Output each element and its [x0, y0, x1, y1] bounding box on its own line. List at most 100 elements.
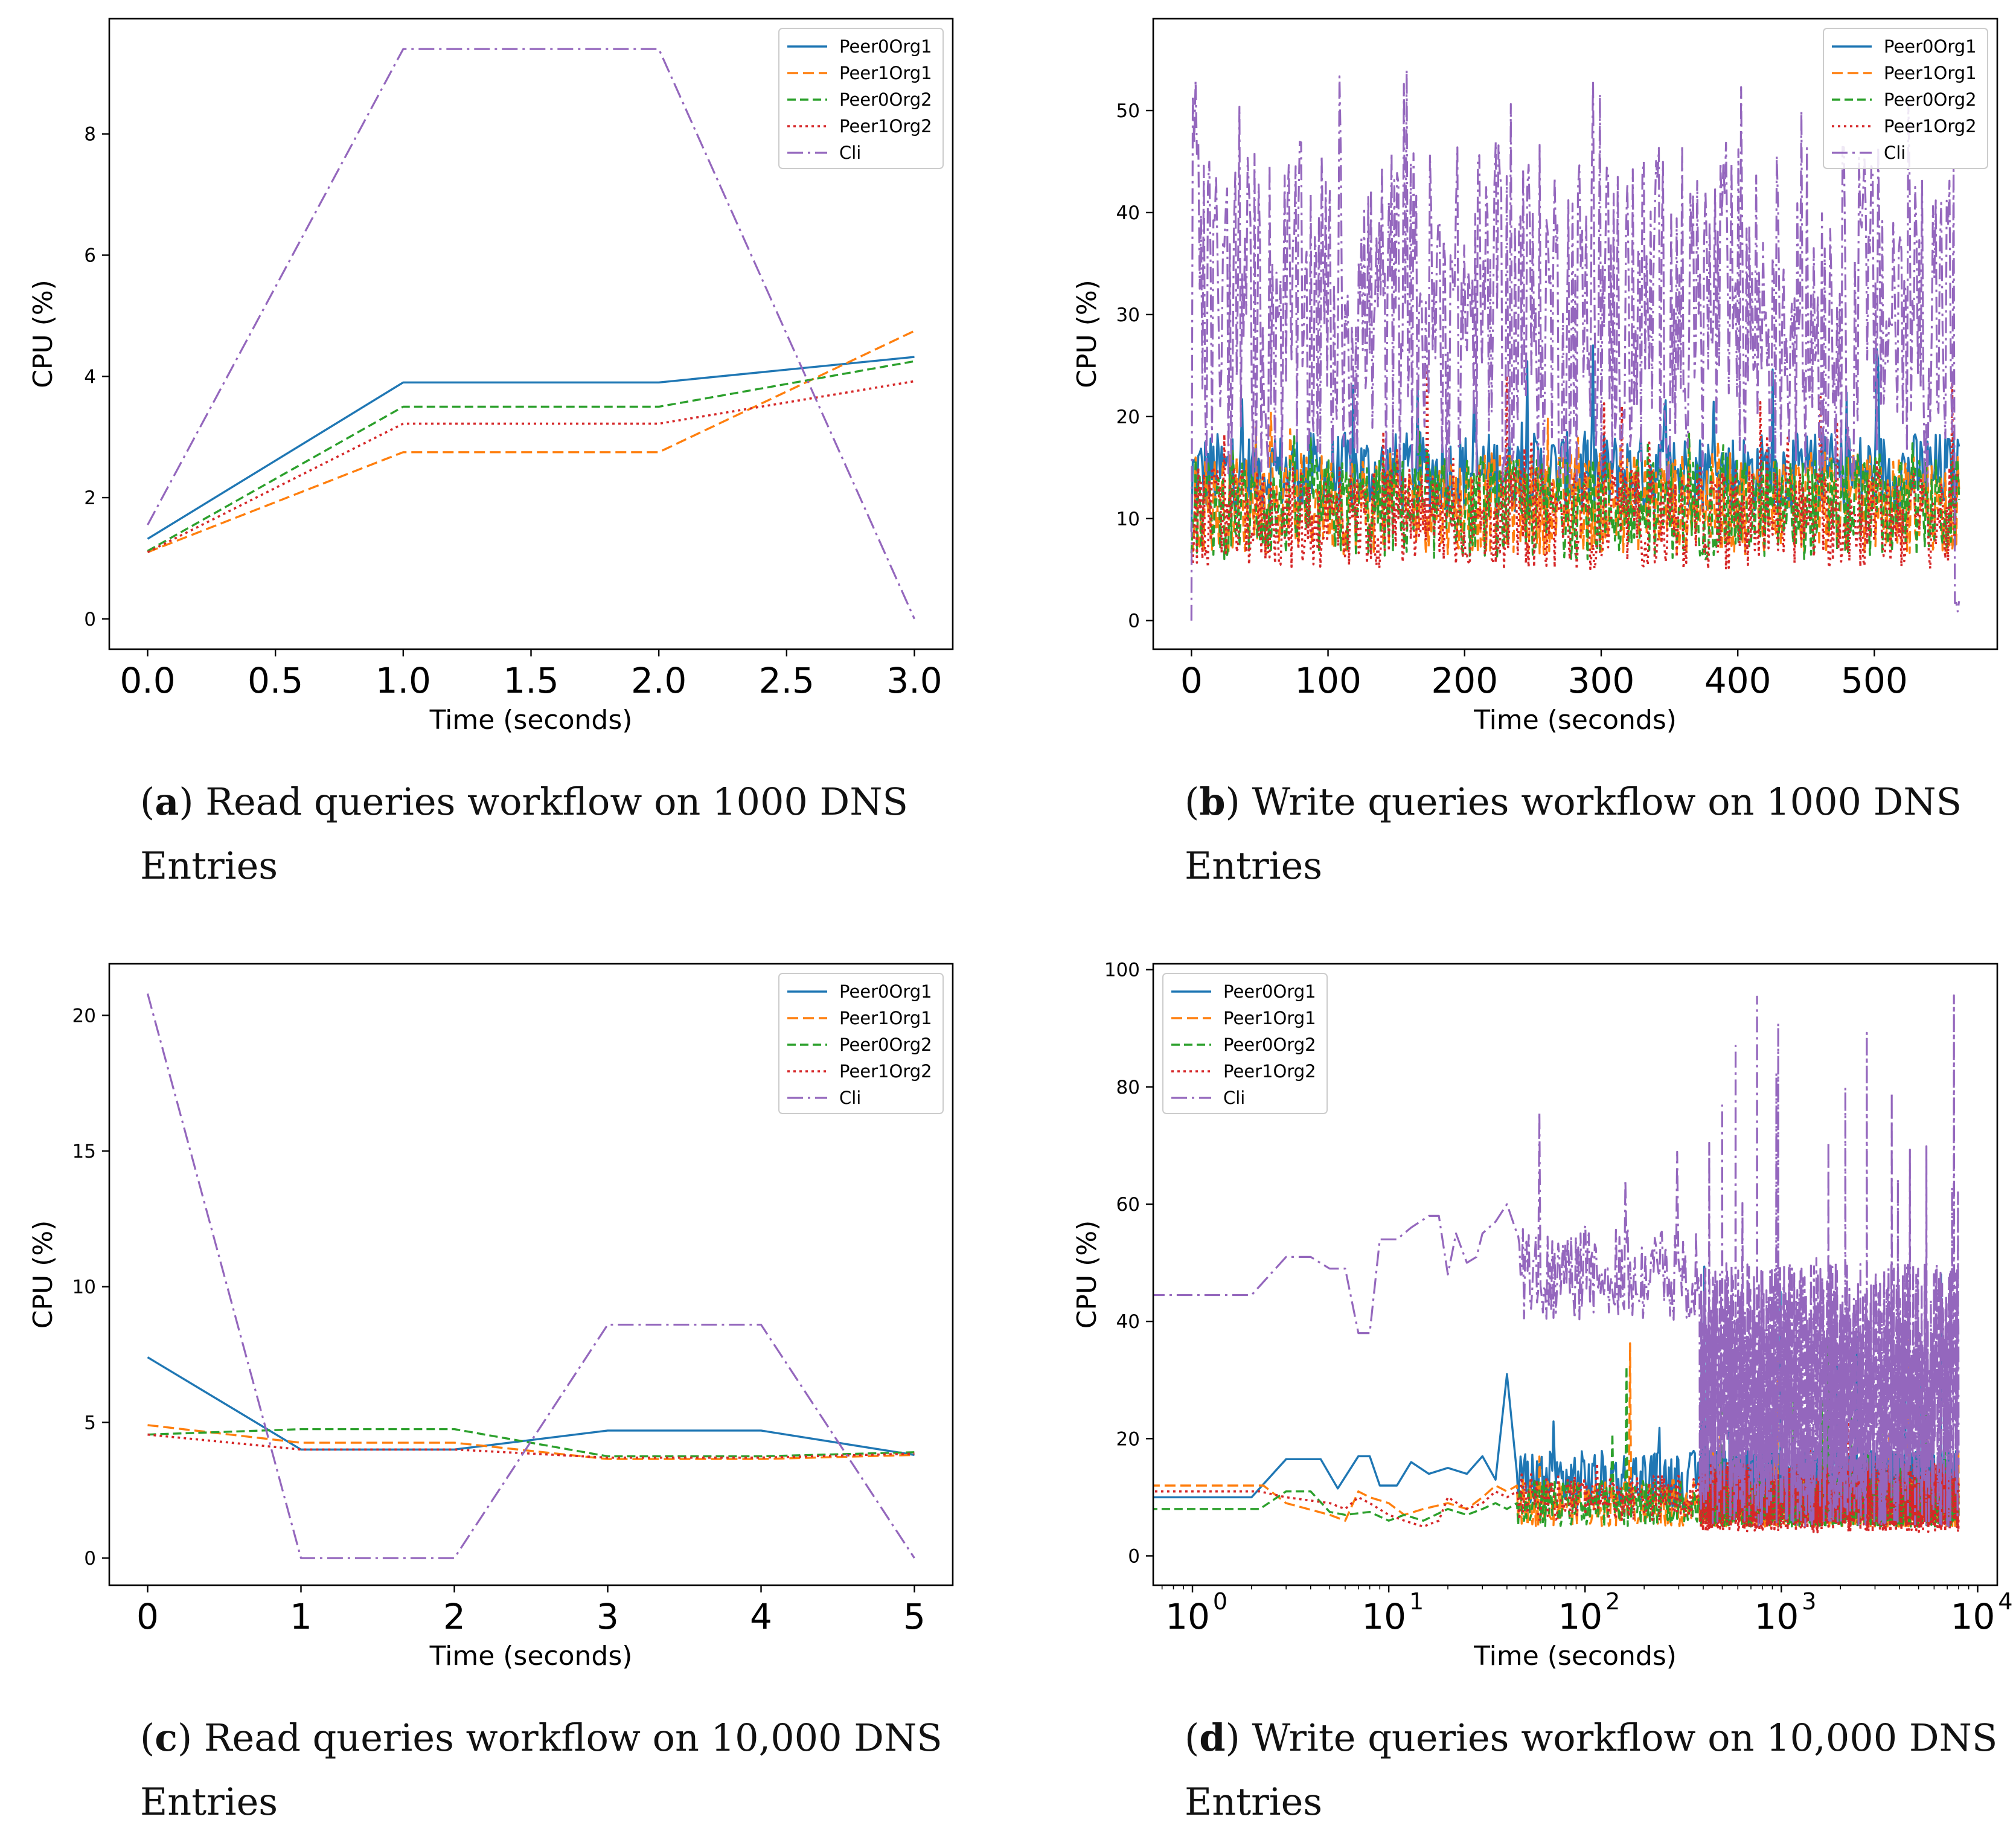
- series-line-cli: [147, 48, 915, 620]
- legend: Peer0Org1 Peer1Org1 Peer0Org2 Peer1Org2 Cli: [1823, 28, 1988, 169]
- legend-entry: Peer0Org1: [839, 36, 932, 57]
- legend-entry: Peer0Org2: [839, 89, 932, 110]
- series-group: [1153, 994, 1960, 1534]
- x-tick-label: 10: [1754, 1596, 1799, 1637]
- x-axis-label: Time (seconds): [429, 705, 633, 736]
- x-tick-label: 2.0: [631, 660, 686, 701]
- legend-entry: Cli: [839, 143, 861, 163]
- legend-entry: Peer1Org2: [1884, 116, 1977, 136]
- x-tick-label: 1: [290, 1596, 312, 1637]
- legend: Peer0Org1 Peer1Org1 Peer0Org2 Peer1Org2 Cli: [1162, 973, 1328, 1114]
- x-tick-label: 3.0: [886, 660, 942, 701]
- series-line-peer1org1: [147, 330, 915, 553]
- series-line-peer0org2: [1190, 429, 1960, 560]
- x-tick-label: 200: [1431, 660, 1498, 701]
- x-tick-label: 5: [903, 1596, 926, 1637]
- x-tick-label: 0: [1180, 660, 1203, 701]
- series-line-peer1org2: [147, 1433, 915, 1459]
- caption-d: (d) Write queries workflow on 10,000 DNS…: [1185, 1716, 1998, 1824]
- series-line-peer0org1: [147, 1356, 915, 1456]
- y-tick-label: 0: [1128, 611, 1140, 632]
- y-tick-label: 5: [84, 1412, 96, 1434]
- legend-box: [778, 973, 944, 1114]
- legend-entry: Peer1Org1: [839, 1008, 932, 1028]
- x-tick-label: 3: [597, 1596, 619, 1637]
- legend-entry: Peer1Org2: [839, 116, 932, 136]
- y-axis-label: CPU (%): [28, 280, 59, 388]
- legend-entry: Peer0Org1: [839, 981, 932, 1002]
- series-line-peer1org2: [1190, 362, 1960, 571]
- series-group: [146, 993, 915, 1559]
- series-line-peer1org2: [147, 380, 915, 554]
- x-tick-label: 10: [1951, 1596, 1995, 1637]
- legend-entry: Peer1Org2: [839, 1061, 932, 1082]
- legend-entry: Cli: [839, 1088, 861, 1108]
- series-group: [147, 48, 915, 620]
- legend-entry: Peer1Org1: [1884, 63, 1977, 83]
- y-tick-label: 15: [72, 1141, 96, 1162]
- y-tick-label: 0: [1128, 1545, 1140, 1567]
- legend-entry: Cli: [1884, 143, 1906, 163]
- x-tick-label: 0: [136, 1596, 159, 1637]
- x-tick-label: 2.5: [759, 660, 814, 701]
- x-tick-exponent: 0: [1213, 1588, 1227, 1615]
- legend-entry: Peer0Org2: [839, 1034, 932, 1055]
- series-line-peer1org1: [147, 1424, 915, 1460]
- y-tick-label: 10: [72, 1277, 96, 1298]
- x-axis-label: Time (seconds): [429, 1641, 633, 1672]
- legend-box: [1823, 28, 1988, 169]
- caption-b: (b) Write queries workflow on 1000 DNS E…: [1185, 780, 1962, 888]
- x-tick-label: 500: [1841, 660, 1908, 701]
- x-tick-exponent: 2: [1605, 1588, 1620, 1615]
- y-tick-label: 0: [84, 1548, 96, 1569]
- y-tick-label: 6: [84, 245, 96, 267]
- y-tick-label: 40: [1116, 1311, 1140, 1333]
- series-line-peer0org1: [147, 356, 915, 540]
- caption-a: (a) Read queries workflow on 1000 DNS En…: [140, 780, 908, 888]
- legend-entry: Peer0Org2: [1884, 89, 1977, 110]
- legend-entry: Peer0Org1: [1223, 981, 1316, 1002]
- x-tick-label: 0.0: [120, 660, 175, 701]
- x-tick-label: 0.5: [248, 660, 303, 701]
- series-line-cli: [1153, 994, 1960, 1528]
- x-tick-label: 1.0: [376, 660, 431, 701]
- chart-c: 0 5 10 15 20 0 1 2 3 4 5 Time (seconds) CPU (%) Peer0…: [28, 963, 954, 1672]
- x-tick-exponent: 3: [1802, 1588, 1816, 1615]
- y-tick-label: 60: [1116, 1194, 1140, 1216]
- y-tick-label: 20: [1116, 406, 1140, 428]
- y-tick-label: 50: [1116, 100, 1140, 122]
- legend-entry: Peer1Org1: [839, 63, 932, 83]
- axes-frame: [1152, 18, 1998, 650]
- y-axis-label: CPU (%): [1072, 1220, 1102, 1329]
- x-tick-label: 4: [750, 1596, 772, 1637]
- legend-entry: Peer0Org2: [1223, 1034, 1316, 1055]
- y-tick-label: 40: [1116, 202, 1140, 224]
- chart-a: 0 2 4 6 8 0.0 0.5 1.0 1.5 2.0 2.5 3.0 Time (seconds)…: [28, 18, 954, 736]
- axes-frame: [108, 18, 954, 650]
- y-tick-label: 20: [1116, 1428, 1140, 1450]
- caption-c: (c) Read queries workflow on 10,000 DNS …: [140, 1716, 942, 1824]
- legend-box: [1162, 973, 1328, 1114]
- y-tick-label: 8: [84, 124, 96, 146]
- x-tick-label: 400: [1704, 660, 1771, 701]
- y-axis-label: CPU (%): [1072, 280, 1102, 388]
- y-tick-label: 2: [84, 487, 96, 509]
- y-axis-label: CPU (%): [28, 1220, 59, 1329]
- y-tick-label: 20: [72, 1005, 96, 1027]
- series-line-peer0org2: [147, 360, 915, 552]
- y-tick-label: 10: [1116, 508, 1140, 530]
- axes-frame: [108, 963, 954, 1586]
- x-tick-label: 1.5: [503, 660, 558, 701]
- x-tick-label: 10: [1165, 1596, 1210, 1637]
- series-line-cli: [146, 993, 915, 1559]
- y-tick-label: 4: [84, 366, 96, 388]
- x-tick-label: 300: [1568, 660, 1635, 701]
- x-axis-label: Time (seconds): [1473, 1641, 1677, 1672]
- x-tick-label: 10: [1558, 1596, 1602, 1637]
- x-tick-exponent: 4: [1998, 1588, 2012, 1615]
- y-tick-label: 100: [1104, 960, 1140, 981]
- legend-entry: Peer1Org1: [1223, 1008, 1316, 1028]
